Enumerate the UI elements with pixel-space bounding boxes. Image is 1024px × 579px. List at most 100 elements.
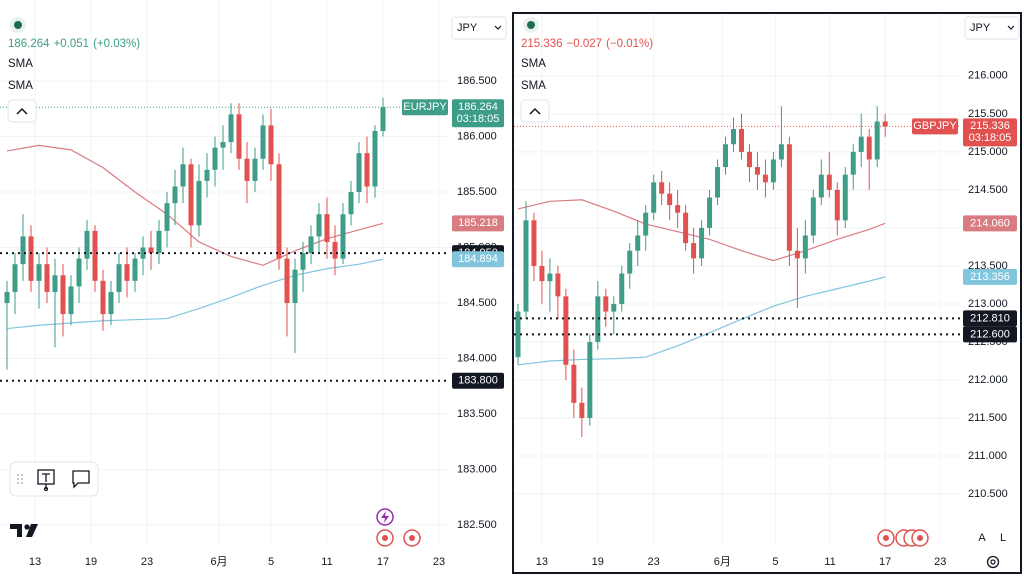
candle-body (667, 193, 673, 206)
header-price: 186.264 +0.051 (+0.03%) (8, 38, 140, 50)
x-tick-label: 17 (879, 556, 891, 568)
collapse-button[interactable] (7, 99, 37, 123)
candle-body (236, 114, 242, 159)
candle-body (140, 247, 146, 259)
events-right[interactable] (877, 529, 929, 547)
price-tag (452, 215, 504, 232)
settings-button[interactable] (986, 555, 1000, 569)
candle-body (675, 205, 681, 213)
symbol-tag (402, 99, 448, 116)
last-price-tag (452, 99, 504, 128)
y-tick-label: 186.000 (457, 130, 497, 142)
candle-body (786, 144, 792, 251)
y-tick-label: 212.000 (968, 374, 1008, 386)
candle-body (778, 144, 784, 160)
candle-body (332, 241, 338, 259)
candle-body (587, 341, 593, 419)
gear-center (990, 559, 996, 565)
candle-body (340, 214, 346, 259)
y-tick-label: 213.500 (968, 260, 1008, 272)
y-tick-label: 186.500 (457, 75, 497, 87)
header-price: 215.336 (521, 38, 563, 50)
candle-body (882, 121, 888, 127)
candle-body (762, 174, 768, 183)
collapse-button[interactable] (520, 99, 550, 123)
countdown: 03:18:05 (457, 113, 500, 125)
price-tag (963, 215, 1017, 232)
x-tick-label: 23 (141, 556, 153, 568)
candle-body (44, 264, 50, 292)
indicator-name[interactable]: SMA (521, 58, 546, 70)
y-tick-label: 216.000 (968, 70, 1008, 82)
symbol-label: EURJPY (403, 101, 447, 113)
candle-body (858, 136, 864, 152)
event-dot (883, 535, 889, 541)
candle-body (188, 164, 194, 226)
candle-body (172, 186, 178, 204)
event-dot (382, 535, 388, 541)
candle-body (380, 107, 386, 131)
comment-tool[interactable] (72, 470, 90, 489)
y-tick-label: 215.000 (968, 146, 1008, 158)
price-tag-label: 183.800 (458, 375, 498, 387)
y-tick-label: 214.500 (968, 184, 1008, 196)
scale-button[interactable]: A (978, 532, 986, 544)
gear[interactable] (986, 555, 1000, 569)
y-tick-label: 210.500 (968, 488, 1008, 500)
candle-body (531, 220, 537, 266)
price-tag (452, 372, 504, 389)
text-tool[interactable] (37, 469, 55, 492)
sma-line (517, 276, 886, 366)
candle-body (372, 130, 378, 187)
candle-body (738, 129, 744, 152)
indicator-name[interactable]: SMA (8, 58, 33, 70)
currency-dropdown[interactable] (964, 16, 1020, 40)
candle-body (84, 230, 90, 259)
events-left[interactable] (376, 508, 421, 547)
candle-body (364, 153, 370, 187)
price-tag-label: 212.600 (970, 328, 1010, 340)
candle-body (579, 402, 585, 419)
candle-body (260, 125, 266, 159)
indicator-name[interactable]: SMA (8, 80, 33, 92)
symbol-label: GBPJPY (913, 120, 957, 132)
candle-body (76, 258, 82, 287)
y-tick-label: 184.000 (457, 352, 497, 364)
candle-body (316, 214, 322, 237)
drawing-toolbar[interactable] (9, 461, 99, 497)
x-tick-label: 13 (536, 556, 548, 568)
candle-body (292, 269, 298, 304)
candle-body (810, 197, 816, 236)
scale-button[interactable]: L (1000, 532, 1006, 544)
collapse-arrow (16, 107, 28, 115)
active-panel-border (512, 12, 1022, 574)
candle-body (770, 159, 776, 183)
candle-body (794, 250, 800, 259)
status-dot (527, 21, 535, 29)
indicator-name[interactable]: SMA (521, 80, 546, 92)
charts: 186.500186.000185.500185.000184.500184.0… (0, 0, 1020, 568)
candle-body (156, 230, 162, 254)
countdown: 03:18:05 (969, 132, 1012, 144)
header-price: 215.336 −0.027 (−0.01%) (521, 38, 653, 50)
candle-body (68, 286, 74, 315)
header-price: 186.264 (8, 38, 50, 50)
candle-body (28, 236, 34, 281)
candle-body (539, 265, 545, 282)
x-tick-label: 19 (85, 556, 97, 568)
candle-body (523, 220, 529, 312)
candle-body (196, 180, 202, 226)
candle-body (36, 264, 42, 281)
candle-body (148, 247, 154, 254)
candle-body (866, 136, 872, 160)
candle-body (284, 258, 290, 304)
x-tick-label: 11 (824, 556, 835, 568)
drag-handle (17, 474, 23, 484)
candle-body (132, 258, 138, 281)
candle-body (220, 142, 226, 148)
currency-dropdown[interactable] (451, 16, 507, 40)
sma-line (517, 199, 886, 262)
event-dot (409, 535, 415, 541)
candle-body (659, 182, 665, 194)
candle-body (874, 121, 880, 160)
